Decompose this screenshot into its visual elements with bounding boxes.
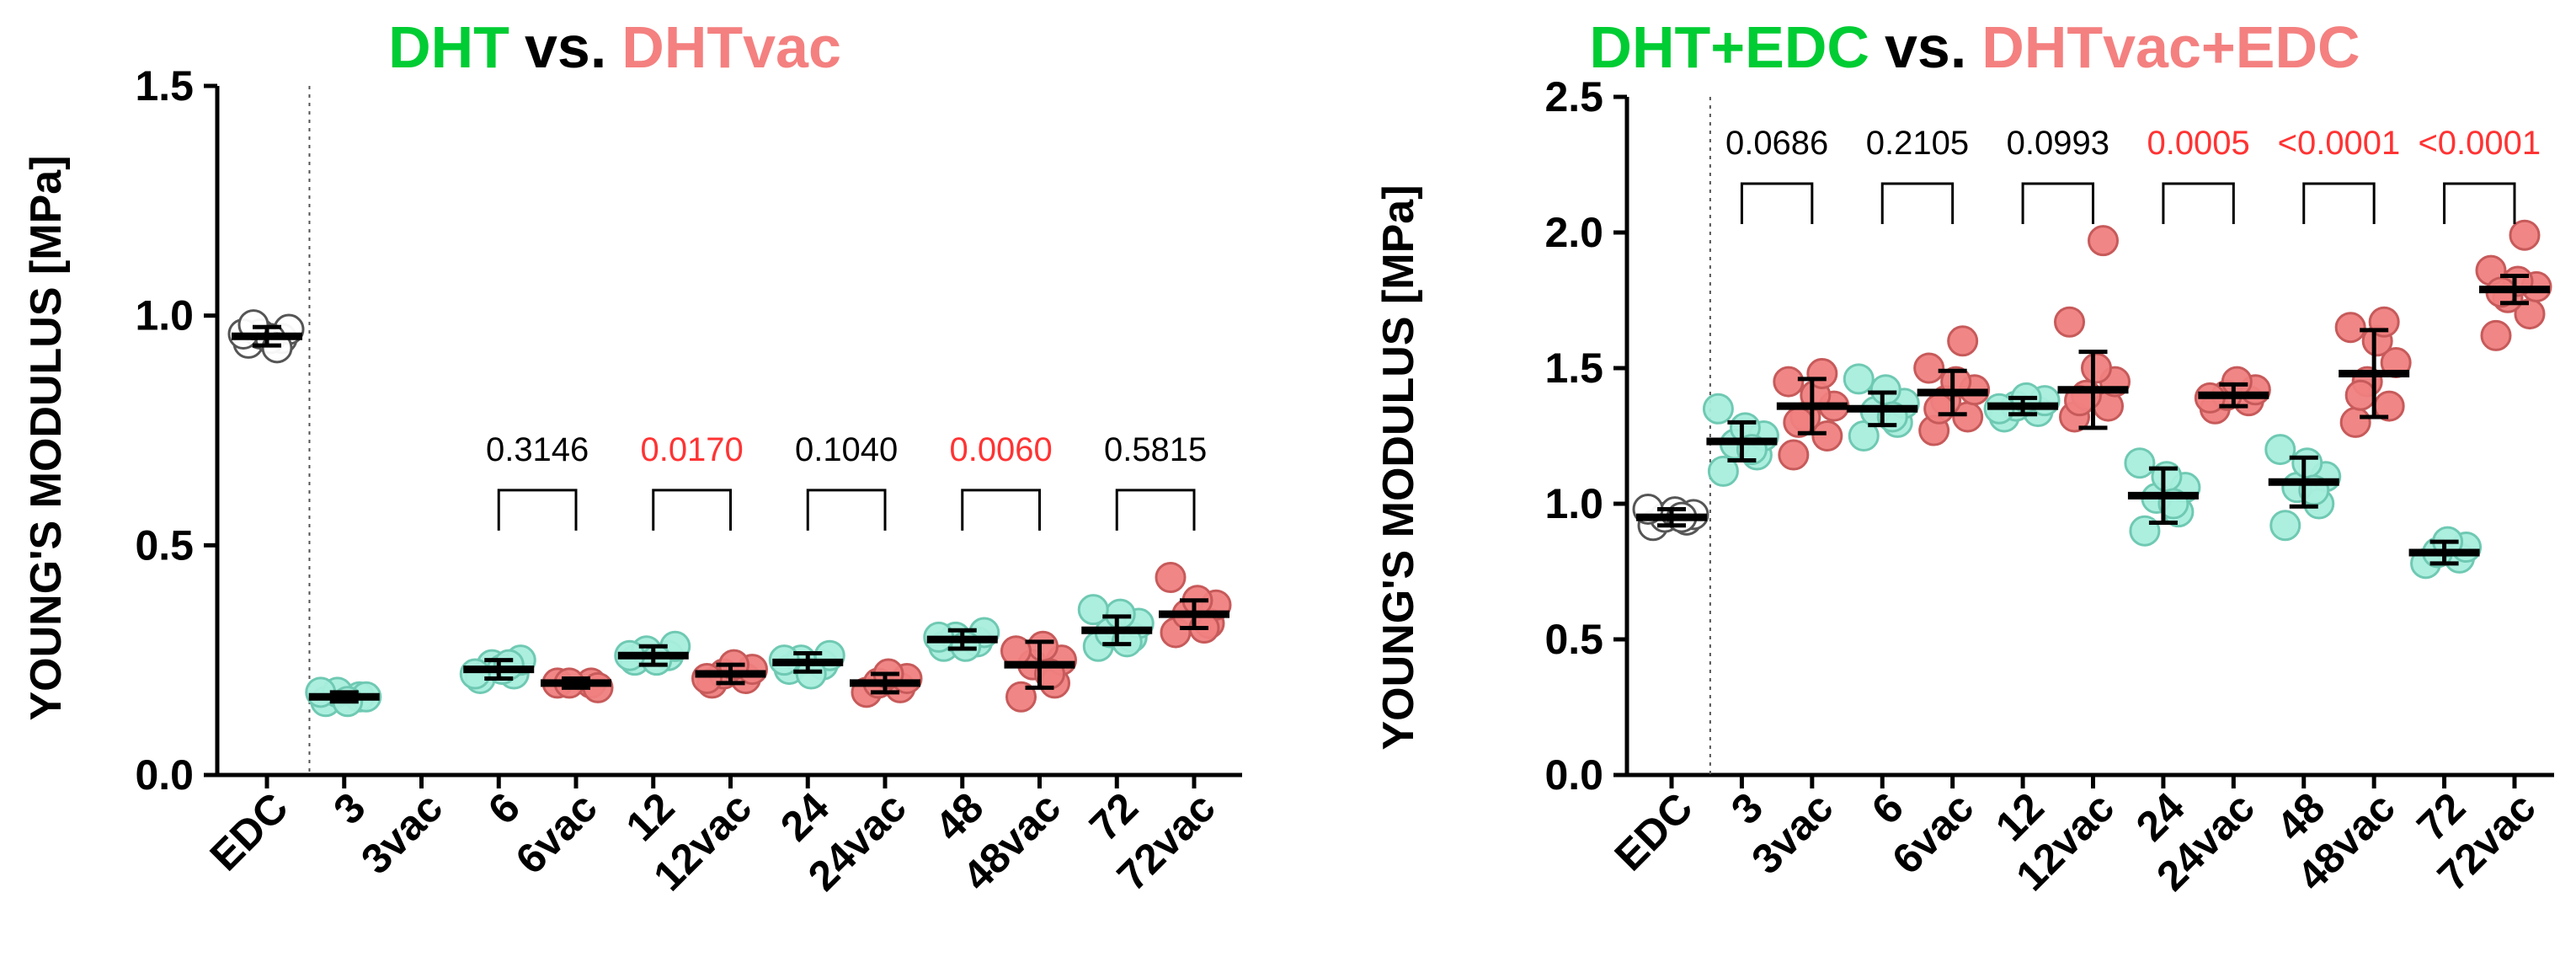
p-value-label: <0.0001 bbox=[2418, 125, 2541, 162]
x-tick-label: 3 bbox=[1722, 783, 1772, 833]
p-value-label: 0.0993 bbox=[2007, 125, 2109, 162]
comparison-bracket bbox=[497, 489, 578, 531]
y-tick-label: 2.5 bbox=[1544, 73, 1603, 120]
data-point bbox=[1155, 562, 1187, 594]
data-point bbox=[2269, 510, 2301, 542]
x-tick-label: 6 bbox=[479, 783, 529, 833]
data-point bbox=[1104, 598, 1136, 630]
y-axis-label: YOUNG'S MODULUS [MPa] bbox=[1374, 184, 1423, 750]
y-axis-label: YOUNG'S MODULUS [MPa] bbox=[22, 155, 71, 720]
comparison-bracket bbox=[806, 489, 887, 531]
data-point bbox=[2344, 379, 2376, 411]
x-tick-label: 3 bbox=[324, 783, 374, 833]
data-point bbox=[691, 662, 723, 694]
x-tick-label: 6vac bbox=[507, 783, 606, 883]
x-tick-label: EDC bbox=[1606, 783, 1702, 879]
chart-title: DHT vs. DHTvac bbox=[388, 14, 841, 80]
title-part-a: DHT bbox=[388, 14, 509, 80]
data-point bbox=[1869, 374, 1901, 406]
p-value-label: 0.0170 bbox=[640, 431, 743, 468]
data-point bbox=[2088, 225, 2119, 257]
comparison-bracket bbox=[1740, 182, 1814, 225]
comparison-bracket bbox=[2162, 182, 2235, 225]
data-point bbox=[1811, 420, 1843, 452]
y-tick-label: 2.0 bbox=[1544, 209, 1603, 256]
y-tick-label: 1.5 bbox=[135, 62, 194, 110]
title-part-b: DHTvac+EDC bbox=[1981, 14, 2360, 80]
chart-panel-dht-edc: DHT+EDC vs. DHTvac+EDC YOUNG'S MODULUS [MP… bbox=[1374, 14, 2554, 900]
p-value-label: 0.0686 bbox=[1725, 125, 1828, 162]
data-point bbox=[2264, 434, 2296, 466]
p-value-label: 0.3146 bbox=[486, 431, 589, 468]
p-value-label: 0.2105 bbox=[1866, 125, 1969, 162]
comparison-bracket bbox=[961, 489, 1041, 531]
title-part-a: DHT+EDC bbox=[1589, 14, 1869, 80]
y-tick-label: 0.0 bbox=[1544, 751, 1603, 799]
p-value-label: <0.0001 bbox=[2278, 125, 2401, 162]
data-point bbox=[1702, 393, 1734, 425]
comparison-bracket bbox=[2443, 182, 2516, 225]
data-point bbox=[1707, 455, 1739, 487]
p-value-label: 0.0060 bbox=[949, 431, 1052, 468]
comparison-bracket bbox=[1115, 489, 1196, 531]
comparison-bracket bbox=[2302, 182, 2376, 225]
comparison-bracket bbox=[2021, 182, 2094, 225]
data-point bbox=[459, 658, 491, 690]
data-point bbox=[641, 644, 673, 676]
data-point bbox=[2124, 447, 2156, 479]
p-value-label: 0.5815 bbox=[1104, 431, 1207, 468]
data-point bbox=[2339, 406, 2371, 438]
data-point bbox=[1778, 439, 1810, 471]
comparison-bracket bbox=[1880, 182, 1955, 225]
data-point bbox=[1773, 366, 1805, 398]
title-part-b: DHTvac bbox=[621, 14, 841, 80]
data-point bbox=[2480, 319, 2512, 351]
chart-title: DHT+EDC vs. DHTvac+EDC bbox=[1589, 14, 2360, 80]
data-point bbox=[2081, 352, 2112, 384]
y-tick-label: 1.0 bbox=[1544, 480, 1603, 527]
y-tick-label: 0.0 bbox=[135, 751, 194, 799]
comparison-bracket bbox=[652, 489, 732, 531]
data-point bbox=[1947, 325, 1979, 357]
title-part-vs: vs. bbox=[1885, 14, 1966, 80]
x-tick-label: 6vac bbox=[1883, 783, 1982, 883]
x-tick-label: EDC bbox=[201, 783, 297, 879]
data-point bbox=[1843, 363, 1875, 395]
data-point bbox=[2291, 447, 2323, 479]
x-tick-label: 3vac bbox=[352, 783, 451, 883]
data-point bbox=[2509, 219, 2541, 251]
y-tick-label: 1.5 bbox=[1544, 345, 1603, 392]
chart-panel-dht: DHT vs. DHTvac YOUNG'S MODULUS [MPa] 0.0 0.… bbox=[22, 14, 1242, 900]
data-point bbox=[1077, 594, 1109, 626]
title-part-vs: vs. bbox=[525, 14, 606, 80]
y-tick-label: 1.0 bbox=[135, 292, 194, 339]
data-point bbox=[1913, 352, 1945, 384]
x-tick-label: 3vac bbox=[1742, 783, 1842, 883]
x-tick-label: 6 bbox=[1863, 783, 1912, 833]
data-point bbox=[1923, 393, 1955, 425]
data-point bbox=[1027, 630, 1059, 662]
p-value-label: 0.1040 bbox=[795, 431, 898, 468]
y-tick-label: 0.5 bbox=[1544, 616, 1603, 663]
data-point bbox=[2334, 312, 2366, 344]
y-tick-label: 0.5 bbox=[135, 521, 194, 569]
data-point bbox=[2054, 306, 2085, 338]
p-value-label: 0.0005 bbox=[2147, 125, 2249, 162]
